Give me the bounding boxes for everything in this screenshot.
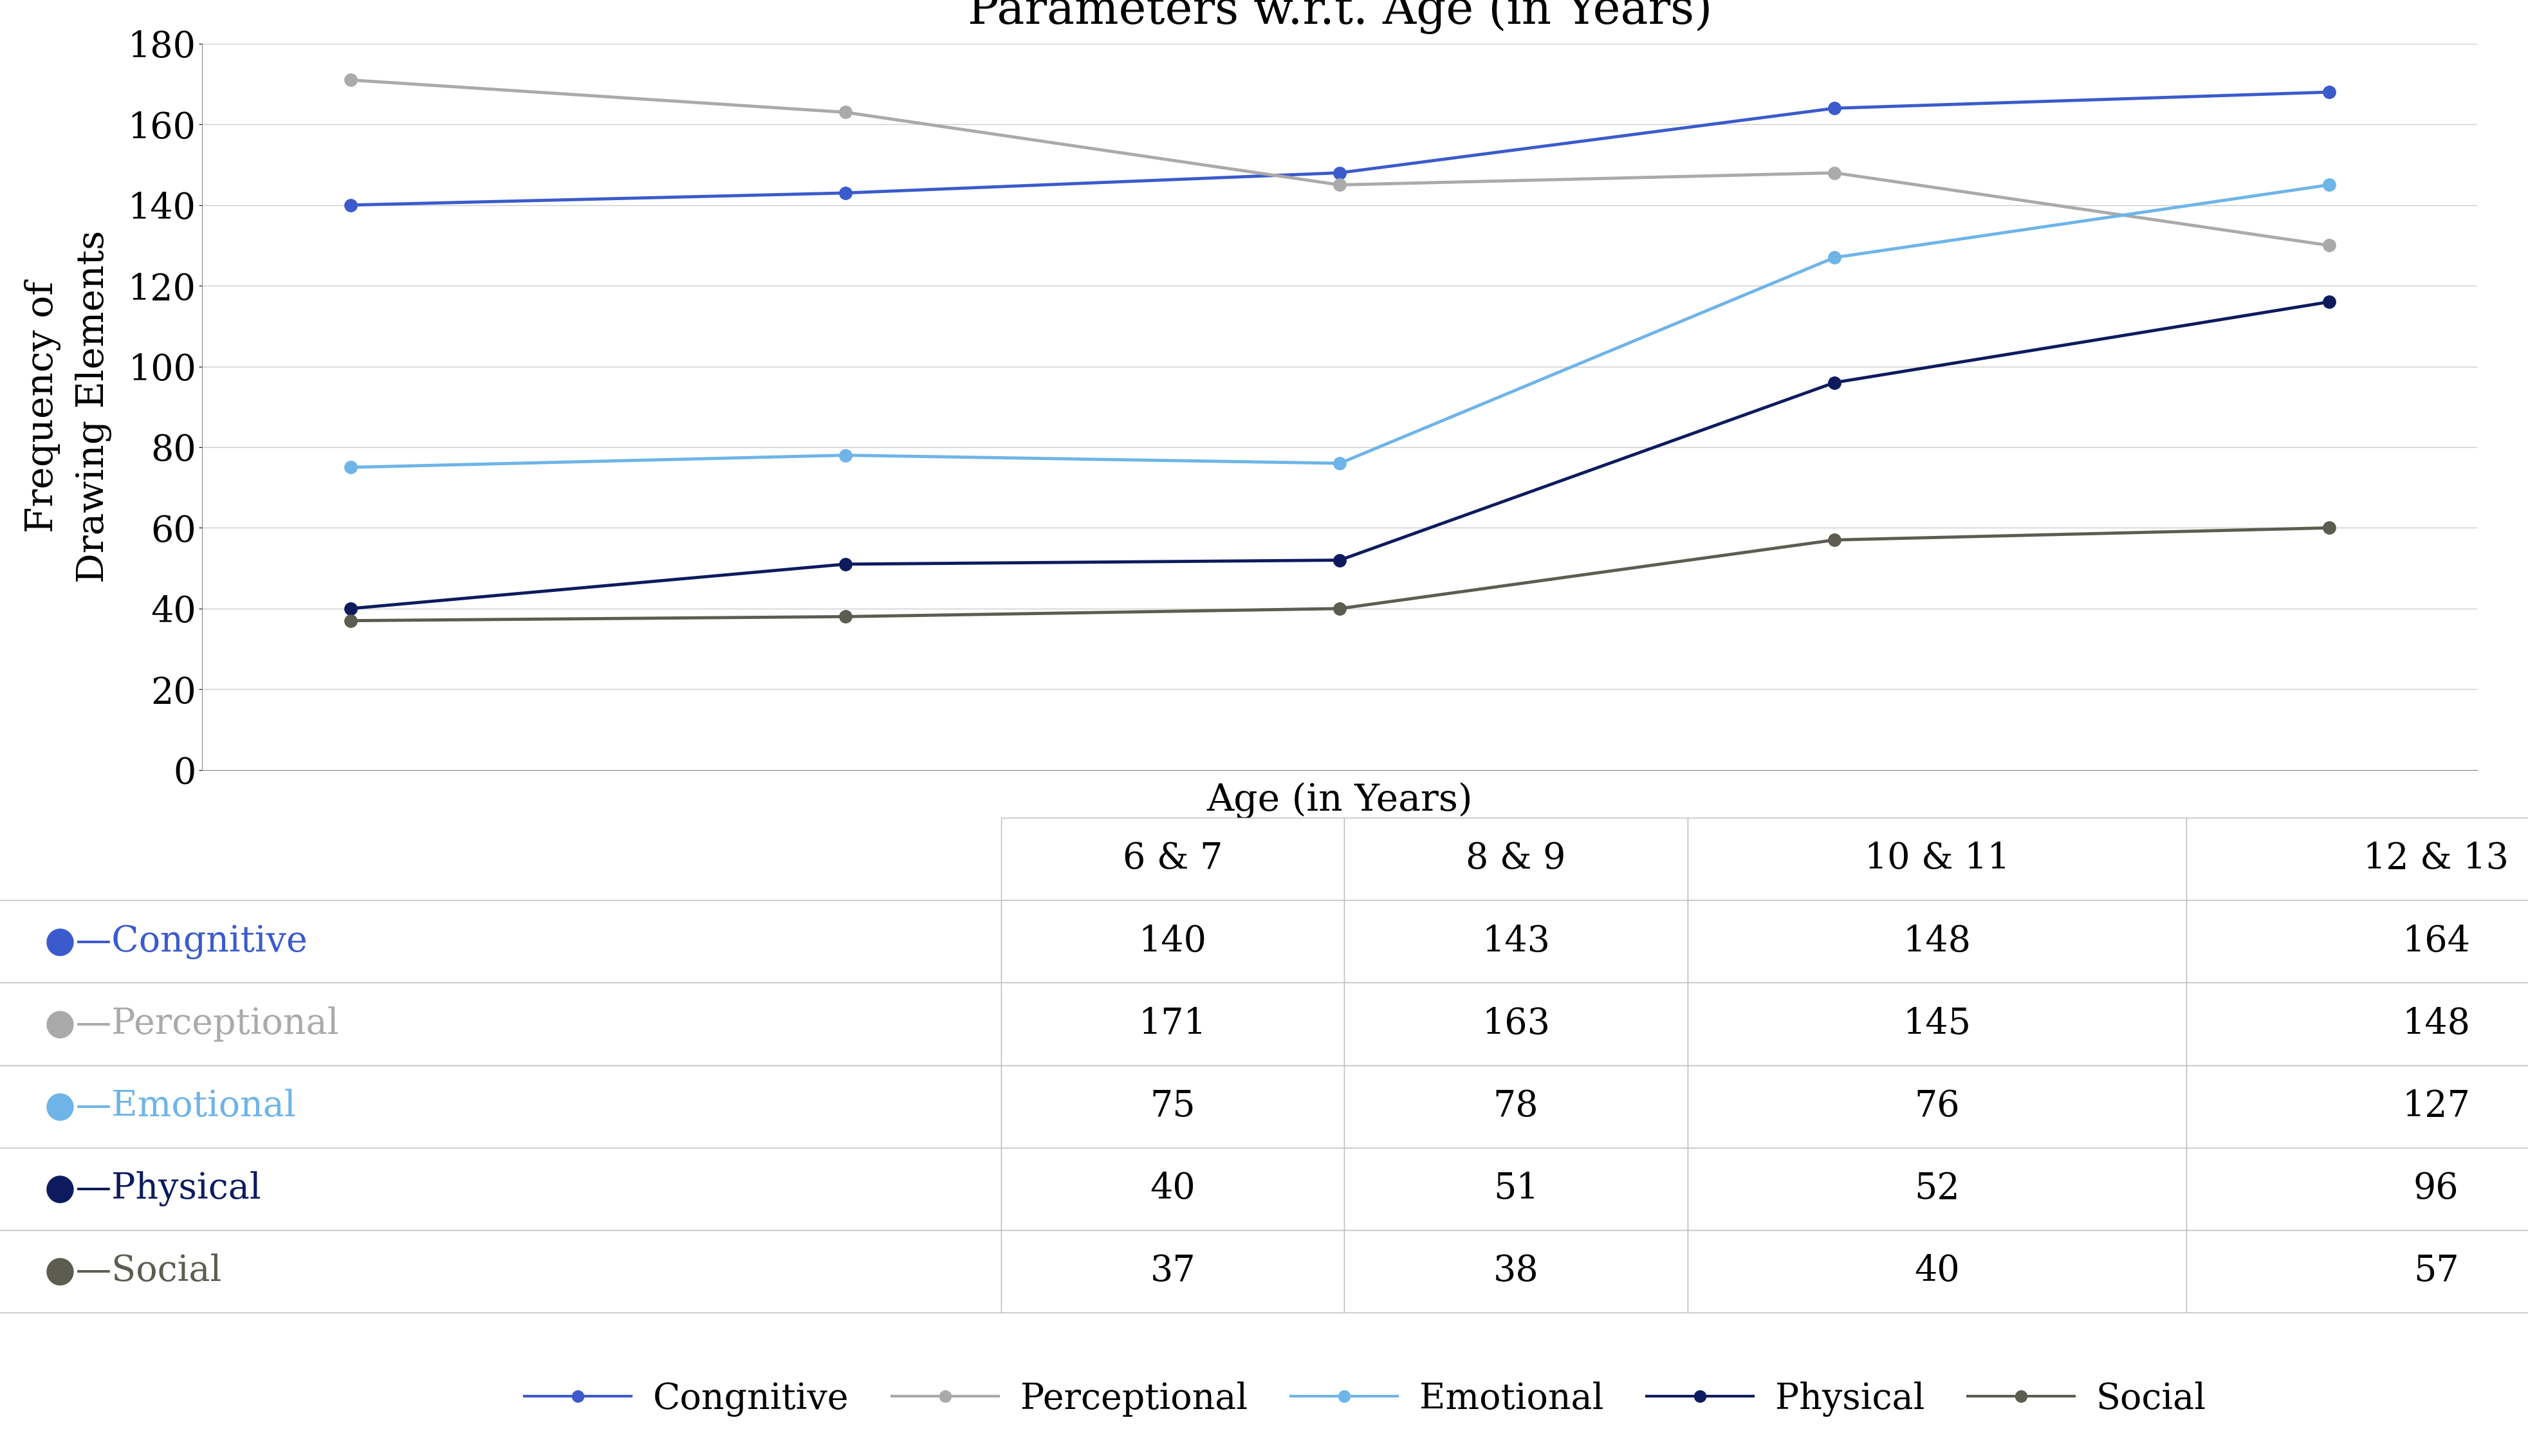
Social [2313,520,2343,537]
Emotional [1325,454,1355,472]
Line: Emotional: Emotional [344,179,2336,473]
Emotional [829,447,860,464]
Congnitive [1820,99,1850,116]
Congnitive [1325,165,1355,182]
Emotional [336,459,367,476]
Perceptional [2313,237,2343,255]
Title: Parameters w.r.t. Age (in Years): Parameters w.r.t. Age (in Years) [968,0,1711,35]
Emotional [2313,176,2343,194]
Congnitive [336,197,367,214]
Social [336,612,367,629]
X-axis label: Age (in Years): Age (in Years) [1206,782,1474,820]
Legend: Congnitive, Perceptional, Emotional, Physical, Social: Congnitive, Perceptional, Emotional, Phy… [511,1367,2220,1431]
Social [1325,600,1355,617]
Physical [336,600,367,617]
Congnitive [2313,83,2343,100]
Social [829,609,860,626]
Physical [1325,552,1355,569]
Perceptional [1325,176,1355,194]
Perceptional [1820,165,1850,182]
Physical [829,555,860,572]
Perceptional [829,103,860,121]
Line: Physical: Physical [344,296,2336,614]
Perceptional [336,71,367,89]
Line: Perceptional: Perceptional [344,74,2336,252]
Line: Social: Social [344,521,2336,628]
Emotional [1820,249,1850,266]
Physical [1820,374,1850,392]
Social [1820,531,1850,549]
Line: Congnitive: Congnitive [344,86,2336,211]
Y-axis label: Frequency of
Drawing Elements: Frequency of Drawing Elements [25,230,111,584]
Physical [2313,293,2343,310]
Congnitive [829,185,860,202]
